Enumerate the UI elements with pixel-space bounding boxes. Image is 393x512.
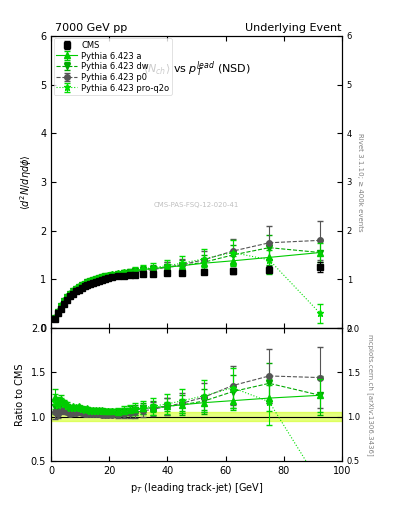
Y-axis label: Rivet 3.1.10; ≥ 400k events: Rivet 3.1.10; ≥ 400k events bbox=[357, 133, 363, 231]
Y-axis label: mcplots.cern.ch [arXiv:1306.3436]: mcplots.cern.ch [arXiv:1306.3436] bbox=[367, 333, 374, 455]
Bar bbox=[51, 412, 342, 421]
X-axis label: p$_T$ (leading track-jet) [GeV]: p$_T$ (leading track-jet) [GeV] bbox=[130, 481, 263, 495]
Y-axis label: Ratio to CMS: Ratio to CMS bbox=[15, 363, 25, 425]
Text: CMS-PAS-FSQ-12-020-41: CMS-PAS-FSQ-12-020-41 bbox=[154, 202, 239, 208]
Legend: CMS, Pythia 6.423 a, Pythia 6.423 dw, Pythia 6.423 p0, Pythia 6.423 pro-q2o: CMS, Pythia 6.423 a, Pythia 6.423 dw, Py… bbox=[53, 38, 172, 95]
Text: Underlying Event: Underlying Event bbox=[245, 23, 342, 33]
Y-axis label: $\langle d^2 N/d\eta d\phi \rangle$: $\langle d^2 N/d\eta d\phi \rangle$ bbox=[18, 154, 35, 210]
Text: 7000 GeV pp: 7000 GeV pp bbox=[55, 23, 127, 33]
Text: $\langle N_{ch}\rangle$ vs $p_T^{lead}$ (NSD): $\langle N_{ch}\rangle$ vs $p_T^{lead}$ … bbox=[143, 59, 250, 79]
